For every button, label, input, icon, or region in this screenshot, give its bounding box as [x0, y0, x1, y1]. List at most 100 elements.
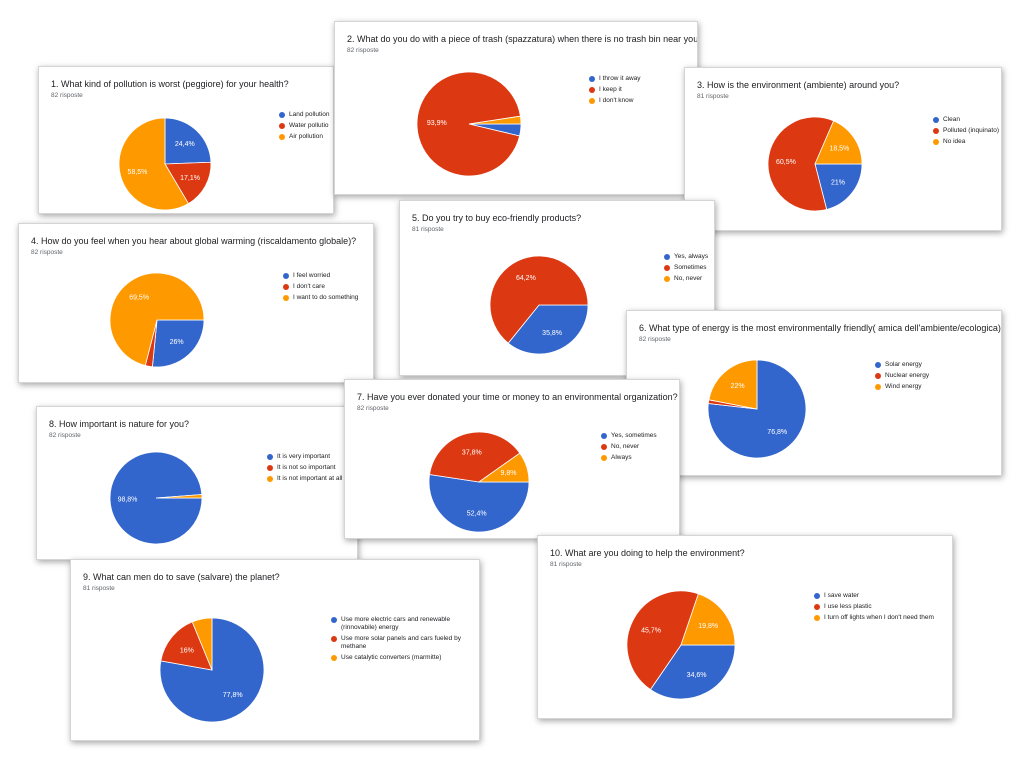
legend-item-1[interactable]: Yes, sometimes — [601, 432, 675, 440]
data-label-1: 52,4% — [467, 510, 487, 517]
data-label-1: 76,8% — [767, 429, 787, 436]
legend-swatch — [267, 476, 273, 482]
data-label-2: 17,1% — [180, 175, 200, 182]
pie-chart: 26% 69,5% — [109, 272, 205, 368]
legend: Yes, sometimes No, never Always — [601, 432, 675, 465]
chart-card-1: 1. What kind of pollution is worst (pegg… — [38, 66, 334, 214]
response-count: 81 risposte — [550, 561, 582, 568]
legend-label: Water pollutio — [289, 122, 329, 129]
legend-swatch — [933, 128, 939, 134]
legend-swatch — [331, 636, 337, 642]
legend-item-1[interactable]: Solar energy — [875, 361, 955, 369]
legend-item-1[interactable]: I save water — [814, 592, 952, 600]
legend-item-2[interactable]: I don't care — [283, 283, 373, 291]
legend-item-1[interactable]: It is very important — [267, 453, 357, 461]
data-label-3: 9,8% — [501, 470, 517, 477]
legend-item-1[interactable]: Land pollution — [279, 111, 333, 119]
pie-slice-1 — [428, 474, 530, 533]
legend-label: Clean — [943, 116, 960, 123]
legend-label: Always — [611, 454, 632, 461]
legend-swatch — [267, 465, 273, 471]
legend-item-2[interactable]: Nuclear energy — [875, 372, 955, 380]
pie-slice-1 — [649, 644, 736, 700]
legend-item-1[interactable]: Yes, always — [664, 253, 714, 261]
data-label-1: 21% — [831, 179, 845, 186]
chart-card-7: 7. Have you ever donated your time or mo… — [344, 379, 680, 539]
legend-swatch — [664, 276, 670, 282]
pie-chart: 93,9% — [416, 71, 522, 177]
legend-item-3[interactable]: I turn off lights when I don't need them — [814, 614, 952, 622]
data-label-2: 93,9% — [427, 120, 447, 127]
legend-item-2[interactable]: No, never — [601, 443, 675, 451]
legend-swatch — [875, 362, 881, 368]
legend-swatch — [279, 112, 285, 118]
legend-item-3[interactable]: Air pollution — [279, 133, 333, 141]
data-label-3: 19,8% — [698, 623, 718, 630]
pie-slice-2 — [164, 161, 212, 205]
legend-item-3[interactable]: It is not important at all — [267, 475, 357, 483]
chart-card-8: 8. How important is nature for you? 82 r… — [36, 406, 358, 560]
pie-slice-2 — [160, 621, 213, 671]
pie-slice-2 — [489, 255, 589, 344]
legend-item-3[interactable]: I want to do something — [283, 294, 373, 302]
chart-title: 4. How do you feel when you hear about g… — [31, 236, 357, 246]
response-count: 82 risposte — [51, 92, 83, 99]
chart-title: 7. Have you ever donated your time or mo… — [357, 392, 678, 402]
pie-slice-3 — [708, 359, 758, 410]
pie-slice-2 — [429, 431, 521, 483]
pie-chart: 98,8% — [109, 451, 203, 545]
data-label-3: 58,5% — [128, 169, 148, 176]
response-count: 82 risposte — [347, 47, 379, 54]
legend-label: I throw it away — [599, 75, 641, 82]
data-label-1: 34,6% — [687, 672, 707, 679]
legend-item-1[interactable]: I feel worried — [283, 272, 373, 280]
legend-label: I don't care — [293, 283, 325, 290]
data-label-1: 98,8% — [118, 497, 138, 504]
legend-item-1[interactable]: I throw it away — [589, 75, 689, 83]
pie-chart: 21% 60,5% 18,5% — [767, 116, 863, 212]
pie-slice-2 — [767, 116, 835, 212]
legend-item-1[interactable]: Use more electric cars and renewable (ri… — [331, 616, 473, 632]
legend-item-3[interactable]: No, never — [664, 275, 714, 283]
legend-swatch — [601, 455, 607, 461]
data-label-3: 18,5% — [829, 146, 849, 153]
legend-item-2[interactable]: I use less plastic — [814, 603, 952, 611]
legend-label: It is not so important — [277, 464, 336, 471]
legend-item-3[interactable]: Wind energy — [875, 383, 955, 391]
legend-item-3[interactable]: Use catalytic converters (marmitte) — [331, 654, 473, 662]
legend: Land pollution Water pollutio Air pollutio… — [279, 111, 333, 144]
legend-label: Sometimes — [674, 264, 707, 271]
legend-item-2[interactable]: Polluted (inquinato) — [933, 127, 1001, 135]
legend-item-3[interactable]: No idea — [933, 138, 1001, 146]
response-count: 81 risposte — [697, 93, 729, 100]
pie-chart: 35,8% 64,2% — [489, 255, 589, 355]
chart-title: 10. What are you doing to help the envir… — [550, 548, 745, 558]
legend-label: No, never — [674, 275, 703, 282]
legend-swatch — [589, 76, 595, 82]
chart-title: 2. What do you do with a piece of trash … — [347, 34, 698, 44]
legend-item-2[interactable]: Use more solar panels and cars fueled by… — [331, 635, 473, 651]
legend-item-2[interactable]: Water pollutio — [279, 122, 333, 130]
legend-item-2[interactable]: I keep it — [589, 86, 689, 94]
legend-swatch — [875, 384, 881, 390]
data-label-2: 60,5% — [776, 159, 796, 166]
chart-title: 5. Do you try to buy eco-friendly produc… — [412, 213, 582, 223]
data-label-2: 64,2% — [516, 275, 536, 282]
data-label-1: 26% — [170, 339, 184, 346]
legend-item-3[interactable]: Always — [601, 454, 675, 462]
data-label-2: 37,8% — [462, 449, 482, 456]
chart-title: 3. How is the environment (ambiente) aro… — [697, 80, 900, 90]
data-label-2: 45,7% — [641, 628, 661, 635]
legend-item-2[interactable]: Sometimes — [664, 264, 714, 272]
legend: Yes, always Sometimes No, never — [664, 253, 714, 286]
pie-chart: 52,4% 37,8% 9,8% — [428, 431, 530, 533]
legend-label: Use more electric cars and renewable (ri… — [341, 616, 451, 631]
legend-item-2[interactable]: It is not so important — [267, 464, 357, 472]
legend-item-3[interactable]: I don't know — [589, 97, 689, 105]
legend-item-1[interactable]: Clean — [933, 116, 1001, 124]
legend-swatch — [814, 604, 820, 610]
pie-chart: 24,4% 17,1% 58,5% — [118, 117, 212, 211]
response-count: 82 risposte — [49, 432, 81, 439]
legend-swatch — [814, 615, 820, 621]
response-count: 82 risposte — [357, 405, 389, 412]
